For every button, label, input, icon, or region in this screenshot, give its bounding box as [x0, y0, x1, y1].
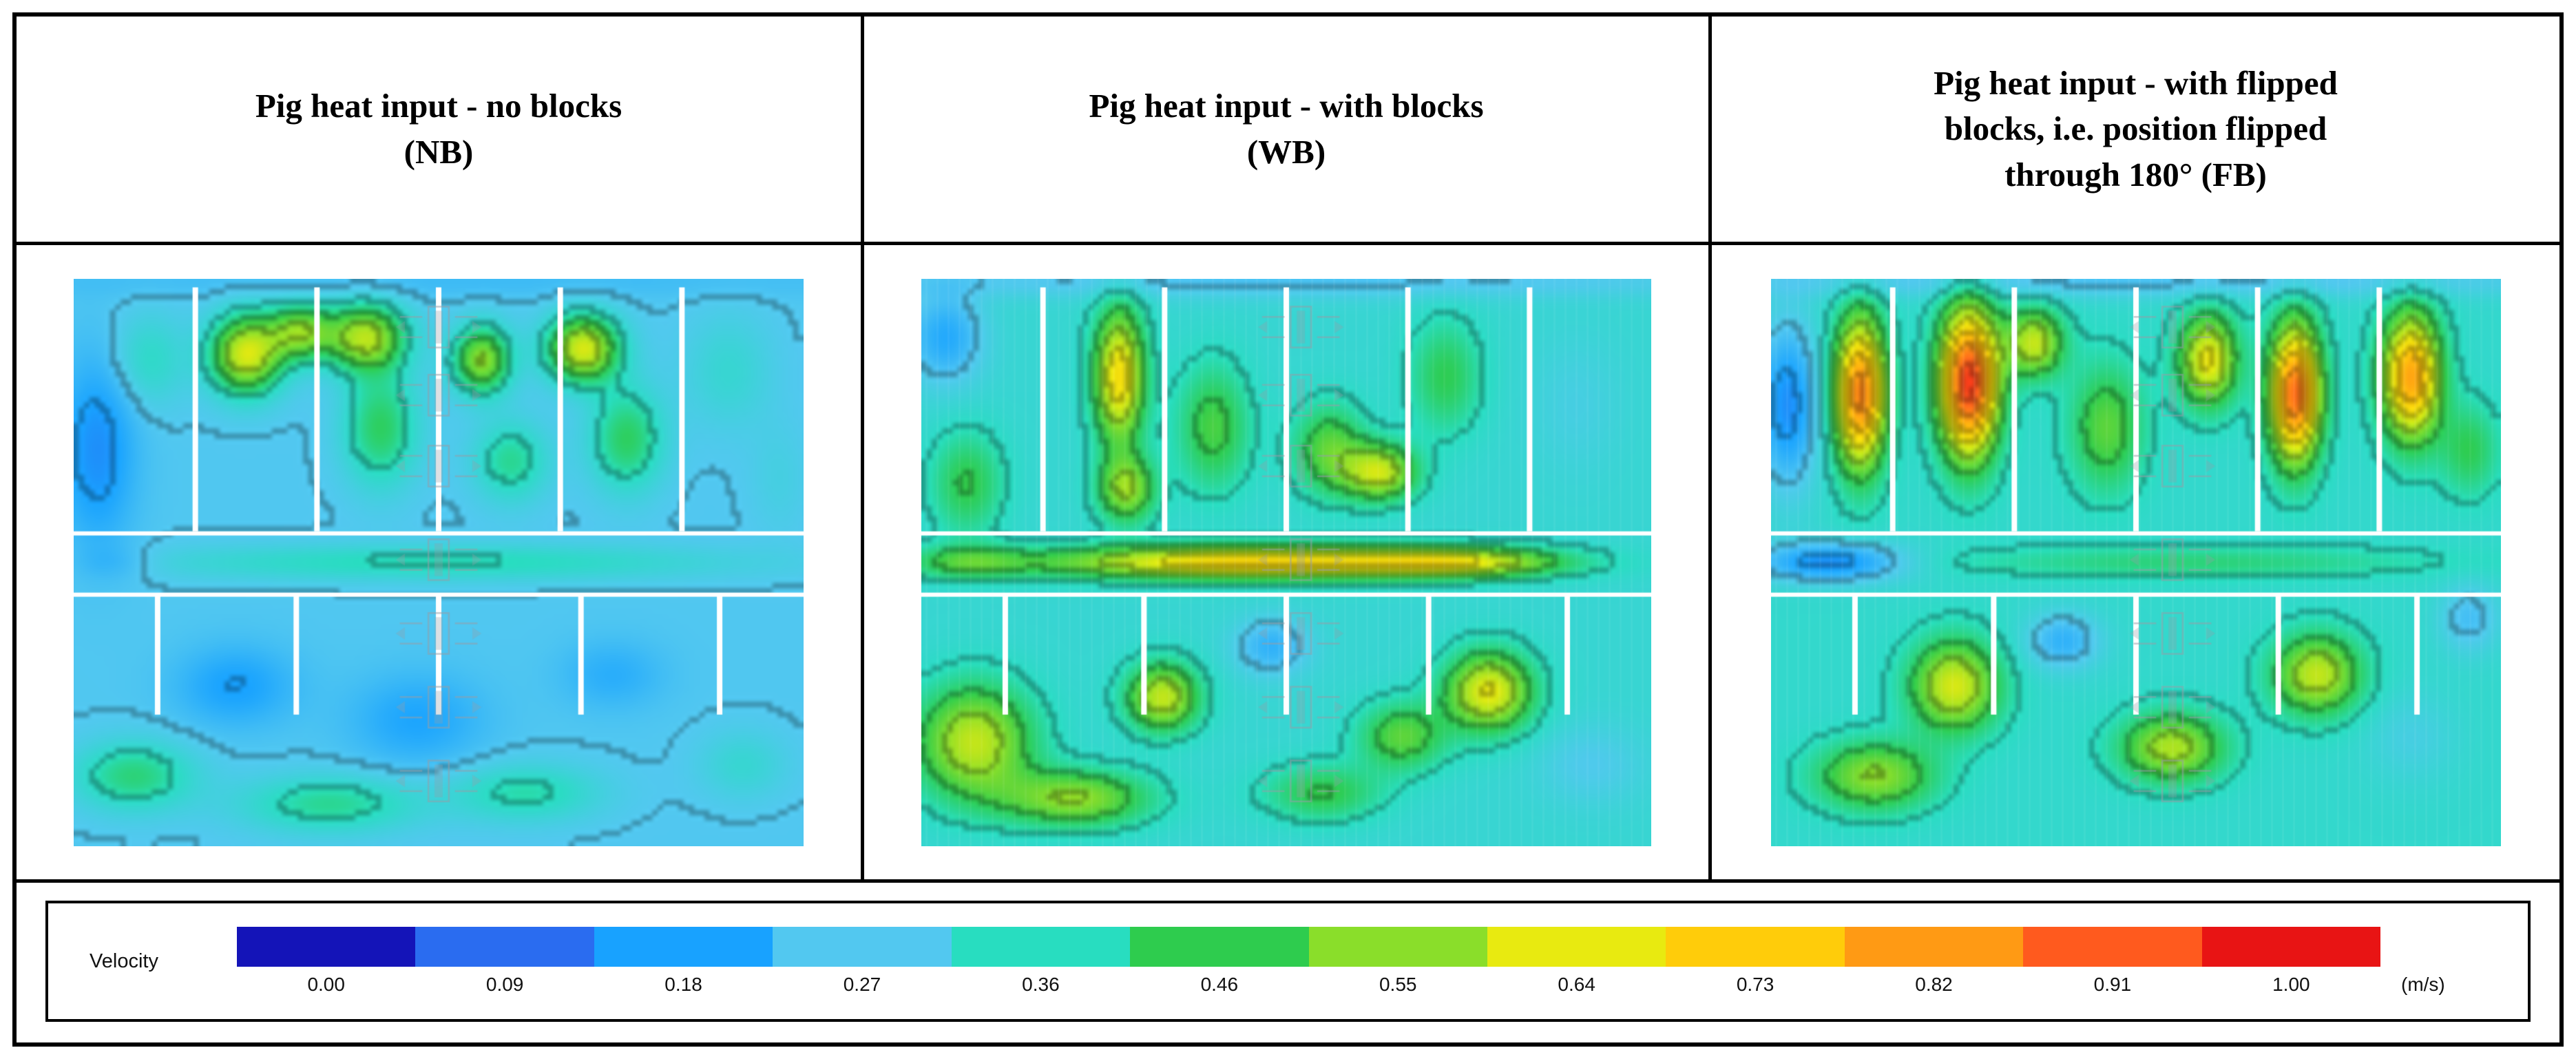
colorbar-tick-label: 0.91	[2093, 974, 2132, 995]
colorbar-segment	[2023, 927, 2202, 967]
legend-row: Velocity 0.00 0.09 0.18 0.27 0.36 0.46 0.55 0.6…	[17, 883, 2559, 1040]
colorbar-tick-label: 0.55	[1379, 974, 1417, 995]
velocity-label: Velocity	[90, 950, 158, 972]
colorbar-tick-label: 0.46	[1200, 974, 1239, 995]
plot-cell-wb	[864, 245, 1712, 883]
contour-plot-nb	[74, 278, 804, 846]
colorbar-segment	[773, 927, 952, 967]
colorbar-tick-label: 0.64	[1558, 974, 1595, 995]
colorbar-tick-label: 1.00	[2272, 974, 2310, 995]
unit-wrap: (m/s)	[2401, 927, 2504, 996]
panel-title-fb: Pig heat input - with flipped blocks, i.…	[1712, 17, 2559, 245]
colorbar-segment	[1308, 927, 1487, 967]
unit-label: (m/s)	[2401, 974, 2445, 995]
legend-box: Velocity 0.00 0.09 0.18 0.27 0.36 0.46 0.55 0.6…	[45, 901, 2531, 1022]
figure-table: Pig heat input - no blocks (NB) Pig heat…	[17, 17, 2559, 883]
colorbar-segment	[951, 927, 1131, 967]
unit-spacer	[2401, 927, 2504, 967]
colorbar-tick-label: 0.73	[1736, 974, 1774, 995]
colorbar	[237, 927, 2381, 967]
colorbar-tick-label: 0.36	[1022, 974, 1060, 995]
colorbar-segment	[1844, 927, 2024, 967]
plot-cell-nb	[17, 245, 864, 883]
colorbar-ticks: 0.00 0.09 0.18 0.27 0.36 0.46 0.55 0.64 0.73 0.82…	[237, 974, 2380, 996]
colorbar-segment	[1666, 927, 1845, 967]
panel-title-wb: Pig heat input - with blocks (WB)	[864, 17, 1712, 245]
colorbar-tick-label: 0.82	[1915, 974, 1953, 995]
colorbar-segment	[2201, 927, 2381, 967]
colorbar-segment	[1487, 927, 1666, 967]
figure-frame: Pig heat input - no blocks (NB) Pig heat…	[12, 12, 2564, 1047]
colorbar-segment	[1130, 927, 1309, 967]
panel-title-nb: Pig heat input - no blocks (NB)	[17, 17, 864, 245]
colorbar-wrap: 0.00 0.09 0.18 0.27 0.36 0.46 0.55 0.64 0.73 0.82…	[237, 927, 2381, 996]
colorbar-tick-label: 0.09	[485, 974, 524, 995]
colorbar-tick-label: 0.27	[843, 974, 881, 995]
colorbar-segment	[594, 927, 773, 967]
colorbar-tick-label: 0.00	[307, 974, 345, 995]
colorbar-segment	[237, 927, 416, 967]
colorbar-segment	[415, 927, 594, 967]
colorbar-tick-label: 0.18	[664, 974, 702, 995]
plot-cell-fb	[1712, 245, 2559, 883]
contour-plot-wb	[921, 278, 1651, 846]
contour-plot-fb	[1770, 278, 2501, 846]
